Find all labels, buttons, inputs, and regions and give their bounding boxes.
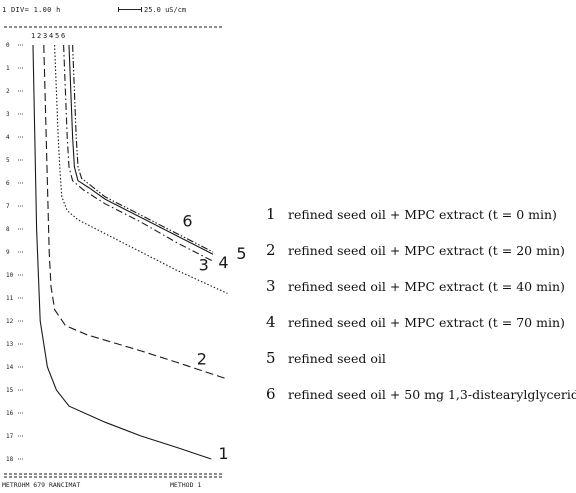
curve-start-label: 5 — [55, 32, 59, 40]
legend-text: refined seed oil + 50 mg 1,3-distearylgl… — [288, 387, 576, 402]
legend-number: 5 — [266, 349, 276, 367]
series-line-5 — [68, 44, 214, 255]
legend-text: refined seed oil — [288, 351, 386, 366]
legend-item: 5 refined seed oil — [266, 349, 386, 367]
curve-label-3: 3 — [199, 255, 209, 274]
y-tick-label: 17 — [6, 433, 14, 440]
y-tick-label: 2 — [6, 88, 10, 95]
y-tick-label: 18 — [6, 456, 14, 463]
y-tick-label: 12 — [6, 318, 14, 325]
curve-start-label: 1 — [31, 32, 35, 40]
series-line-2 — [43, 44, 226, 380]
method-footer: METHOD 1 — [170, 481, 202, 489]
y-tick-label: 5 — [6, 157, 10, 164]
legend-item: 4 refined seed oil + MPC extract (t = 70 … — [266, 313, 565, 331]
series-line-1 — [32, 44, 212, 460]
y-tick-label: 1 — [6, 65, 10, 72]
time-scale-label: 1 DIV= 1.00 h — [2, 6, 61, 14]
y-tick-label: 6 — [6, 180, 10, 187]
series-line-6 — [72, 44, 214, 253]
legend-number: 6 — [266, 385, 276, 403]
instrument-footer: METROHM 679 RANCIMAT — [2, 481, 81, 489]
legend-text: refined seed oil + MPC extract (t = 70 m… — [288, 315, 565, 330]
legend-number: 2 — [266, 241, 276, 259]
curve-start-label: 4 — [49, 32, 53, 40]
legend-number: 1 — [266, 205, 276, 223]
y-tick-label: 16 — [6, 410, 14, 417]
y-tick-label: 11 — [6, 295, 14, 302]
legend-item: 1 refined seed oil + MPC extract (t = 0 m… — [266, 205, 557, 223]
y-tick-label: 9 — [6, 249, 10, 256]
y-tick-label: 13 — [6, 341, 14, 348]
curve-label-2: 2 — [197, 350, 207, 369]
legend-number: 4 — [266, 313, 276, 331]
y-tick-label: 15 — [6, 387, 14, 394]
series-line-4 — [63, 44, 214, 262]
conductivity-scale-bar — [118, 7, 142, 12]
y-tick-label: 4 — [6, 134, 10, 141]
legend-item: 2 refined seed oil + MPC extract (t = 20 … — [266, 241, 565, 259]
curve-label-1: 1 — [218, 444, 228, 463]
legend-text: refined seed oil + MPC extract (t = 0 mi… — [288, 207, 557, 222]
legend-text: refined seed oil + MPC extract (t = 20 m… — [288, 243, 565, 258]
y-tick-label: 8 — [6, 226, 10, 233]
y-tick-label: 0 — [6, 42, 10, 49]
y-tick-label: 10 — [6, 272, 14, 279]
curve-start-label: 2 — [37, 32, 41, 40]
legend-item: 6 refined seed oil + 50 mg 1,3-distearylg… — [266, 385, 576, 403]
legend-text: refined seed oil + MPC extract (t = 40 m… — [288, 279, 565, 294]
legend-item: 3 refined seed oil + MPC extract (t = 40 … — [266, 277, 565, 295]
curve-label-4: 4 — [218, 253, 228, 272]
curve-start-label: 6 — [61, 32, 65, 40]
curve-label-6: 6 — [182, 212, 192, 231]
y-tick-label: 3 — [6, 111, 10, 118]
curve-start-label: 3 — [43, 32, 47, 40]
conductivity-scale-label: 25.0 uS/cm — [144, 6, 187, 14]
curve-label-5: 5 — [236, 244, 246, 263]
y-tick-label: 14 — [6, 364, 14, 371]
y-tick-label: 7 — [6, 203, 10, 210]
legend-number: 3 — [266, 277, 276, 295]
